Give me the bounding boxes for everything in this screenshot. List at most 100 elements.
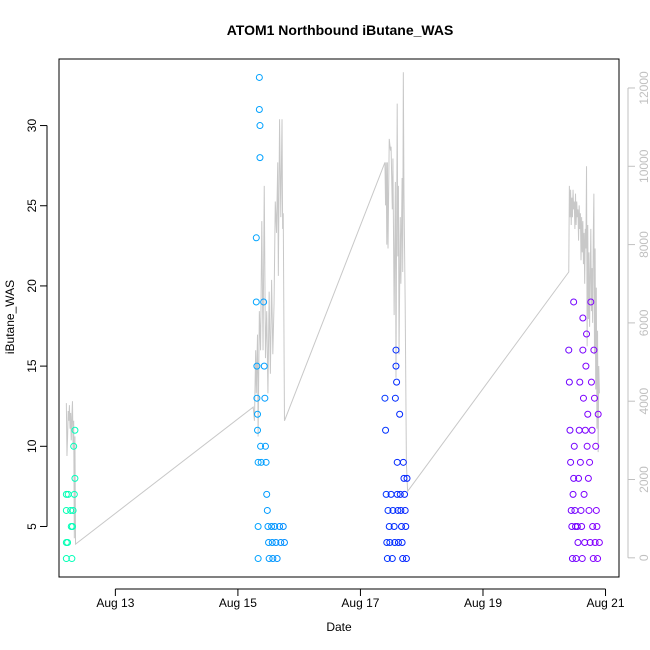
x-tick-label: Aug 13 xyxy=(96,596,134,610)
y-tick-label: 15 xyxy=(25,359,39,373)
data-point xyxy=(587,378,595,386)
data-point xyxy=(256,154,264,162)
data-point xyxy=(578,555,586,563)
x-axis-label: Date xyxy=(326,620,352,634)
data-point xyxy=(64,539,72,547)
data-point xyxy=(268,539,276,547)
data-point xyxy=(399,555,407,563)
data-point xyxy=(565,378,573,386)
data-point xyxy=(594,410,602,418)
data-point xyxy=(576,458,584,466)
data-point xyxy=(268,522,276,530)
data-point xyxy=(572,555,580,563)
data-point xyxy=(388,555,396,563)
data-point xyxy=(255,73,263,81)
data-point xyxy=(401,506,409,514)
data-point xyxy=(578,522,586,530)
data-point xyxy=(573,522,581,530)
data-point xyxy=(273,555,281,563)
data-point xyxy=(392,346,400,354)
data-point xyxy=(393,490,401,498)
data-point xyxy=(567,506,575,514)
data-point xyxy=(570,474,578,482)
right-y-axis: 0 2000 4000 6000 8000 10000 12000 xyxy=(627,71,650,561)
x-axis: Aug 13 Aug 15 Aug 17 Aug 19 Aug 21 xyxy=(96,588,625,610)
data-point xyxy=(593,522,601,530)
data-point xyxy=(586,458,594,466)
data-point xyxy=(252,234,260,242)
data-point xyxy=(576,378,584,386)
data-point xyxy=(260,298,268,306)
data-point xyxy=(590,394,598,402)
data-point xyxy=(590,346,598,354)
data-point xyxy=(68,522,76,530)
data-point xyxy=(589,555,597,563)
data-point xyxy=(257,442,265,450)
data-point xyxy=(70,490,78,498)
y2-tick-label: 10000 xyxy=(637,149,650,183)
data-point xyxy=(581,426,589,434)
data-point xyxy=(577,506,585,514)
y-tick-label: 20 xyxy=(25,279,39,293)
data-point xyxy=(71,474,79,482)
data-point xyxy=(586,539,594,547)
y2-tick-label: 2000 xyxy=(637,466,650,493)
data-point xyxy=(571,506,579,514)
data-point xyxy=(254,426,262,434)
data-point xyxy=(261,442,269,450)
data-point xyxy=(584,410,592,418)
data-point xyxy=(269,555,277,563)
data-point xyxy=(594,555,602,563)
data-point xyxy=(272,539,280,547)
left-y-axis: 5 10 15 20 25 30 xyxy=(25,119,48,530)
data-point xyxy=(589,522,597,530)
data-point xyxy=(583,442,591,450)
data-point xyxy=(585,506,593,514)
data-point xyxy=(566,426,574,434)
data-point xyxy=(265,539,273,547)
data-point xyxy=(252,298,260,306)
data-point xyxy=(588,426,596,434)
data-point xyxy=(582,362,590,370)
data-point xyxy=(62,506,70,514)
y-tick-label: 10 xyxy=(25,439,39,453)
scatter-points xyxy=(62,73,603,563)
data-point xyxy=(394,506,402,514)
x-tick-label: Aug 19 xyxy=(464,596,502,610)
data-point xyxy=(261,394,269,402)
data-point xyxy=(570,442,578,450)
data-point xyxy=(277,539,285,547)
data-point xyxy=(569,490,577,498)
data-point xyxy=(279,522,287,530)
data-point xyxy=(280,539,288,547)
data-point xyxy=(390,522,398,530)
data-point xyxy=(263,490,271,498)
right-axis-series xyxy=(65,72,600,546)
x-tick-label: Aug 17 xyxy=(341,596,379,610)
data-point xyxy=(397,522,405,530)
data-point xyxy=(254,410,262,418)
data-point xyxy=(591,539,599,547)
x-tick-label: Aug 15 xyxy=(219,596,257,610)
series-line xyxy=(65,72,600,546)
data-point xyxy=(584,474,592,482)
data-point xyxy=(381,394,389,402)
data-point xyxy=(579,394,587,402)
data-point xyxy=(567,458,575,466)
data-point xyxy=(254,555,262,563)
y-tick-label: 30 xyxy=(25,119,39,133)
y2-tick-label: 0 xyxy=(637,554,650,561)
data-point xyxy=(587,298,595,306)
data-point xyxy=(389,506,397,514)
y2-tick-label: 8000 xyxy=(637,231,650,258)
data-point xyxy=(574,539,582,547)
data-point xyxy=(69,506,77,514)
data-point xyxy=(256,122,264,130)
data-point xyxy=(393,378,401,386)
data-point xyxy=(583,330,591,338)
data-point xyxy=(265,555,273,563)
data-point xyxy=(401,490,409,498)
data-point xyxy=(396,410,404,418)
plot-area xyxy=(58,58,620,578)
data-point xyxy=(262,458,270,466)
